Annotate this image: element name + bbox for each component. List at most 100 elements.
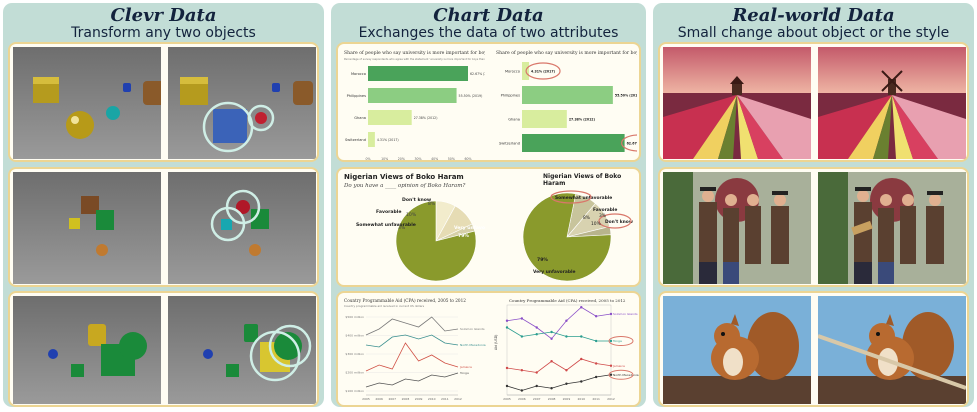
bar-value-label: 27.38% (2012): [569, 118, 596, 122]
y-axis-label: Aid (USD): [494, 335, 498, 350]
series-label: Solomon Islands: [613, 312, 638, 316]
pie-label-somewhat: Somewhat unfavorable: [356, 222, 416, 228]
series-line: [506, 306, 612, 340]
bar-axis-tick: 20%: [398, 157, 405, 160]
bar-value-label: 27.38% (2012): [414, 116, 438, 120]
clevr-panel-title: Clevr Data: [110, 5, 217, 26]
series-point: [550, 330, 553, 334]
bar-category-label: Ghana: [354, 116, 366, 120]
line-chart-original: Country Programmable Aid (CPA) received,…: [344, 298, 486, 401]
squirrel-edited-image: [818, 296, 966, 404]
x-tick-label: 2012: [607, 397, 615, 401]
realworld-panel-subtitle: Small change about object or the style: [677, 25, 950, 41]
clevr-example-card-1: [8, 42, 319, 162]
bar-chart-note: Percentage of survey respondents who agr…: [344, 57, 485, 61]
series-line: [506, 327, 611, 342]
bar: [368, 132, 375, 147]
bar-axis-tick: 0%: [365, 157, 370, 160]
x-tick-label: 2011: [592, 397, 600, 401]
series-point: [594, 362, 598, 365]
squirrel-original-image: [663, 296, 811, 404]
series-point: [535, 326, 538, 329]
x-tick-label: 2005: [503, 397, 511, 401]
pie-chart-edited: Somewhat unfavorable Favorable Don't know 8…: [522, 190, 633, 282]
series-point: [565, 382, 568, 385]
bar: [368, 66, 468, 81]
chart-panel-title: Chart Data: [433, 5, 544, 26]
series-point: [609, 373, 613, 376]
pie-value-label: 8%: [583, 215, 590, 221]
highlight-circle: [598, 213, 632, 229]
series-point: [580, 380, 583, 383]
x-tick-label: 2012: [454, 397, 462, 401]
bar-category-label: Morocco: [505, 70, 520, 74]
pie-slice: [395, 200, 477, 282]
tulip-field-edited-image: [818, 47, 966, 159]
x-tick-label: 2010: [428, 397, 436, 401]
clevr-example-card-2: [8, 167, 319, 287]
series-point: [609, 312, 613, 316]
series-label: Solomon Islands: [460, 327, 485, 331]
pie-slice: [522, 192, 612, 282]
clevr-edited-image-1: [168, 47, 316, 159]
x-tick-label: 2008: [548, 397, 556, 401]
clevr-edited-image-3: [168, 296, 316, 404]
y-tick-label: $500 million: [345, 315, 364, 319]
highlight-circle: [608, 369, 634, 380]
series-point: [565, 319, 568, 322]
bar: [368, 110, 412, 125]
series-line: [365, 372, 459, 388]
bar-value-label: 62.67% (2017): [627, 142, 637, 146]
series-point: [580, 335, 583, 338]
chart-panel: Chart Data Exchanges the data of two att…: [331, 3, 646, 407]
highlight-circle: [621, 134, 637, 152]
series-point: [520, 389, 524, 392]
series-point: [565, 369, 568, 372]
pie-label-very: Very unfavorable: [454, 225, 485, 231]
series-point: [594, 339, 598, 343]
pie-value-label: 10%: [591, 221, 601, 227]
pie-label-somewhat: Somewhat unfavorable: [555, 195, 612, 201]
realworld-example-card-2: [658, 167, 969, 287]
pie-value-label: 79%: [458, 233, 469, 239]
pie-value-label: 10%: [406, 212, 417, 218]
series-label: Jamaica: [612, 364, 625, 368]
bar: [522, 134, 625, 152]
highlight-circle: [550, 190, 592, 204]
bar-chart-title: Share of people who say university is mo…: [344, 50, 485, 56]
series-point: [520, 335, 524, 338]
series-line: [365, 342, 459, 372]
tulip-field-original-image: [663, 47, 811, 159]
plot-frame: [506, 304, 612, 396]
series-point: [594, 375, 598, 379]
pie-value-label: 3%: [398, 225, 406, 231]
bar-chart-title: Share of people who say university is mo…: [496, 50, 637, 56]
series-point: [505, 366, 509, 370]
y-tick-label: $300 million: [345, 352, 364, 356]
x-tick-label: 2009: [415, 397, 423, 401]
bar-value-label: 4.31% (2017): [377, 138, 399, 142]
line-chart-card: Country Programmable Aid (CPA) received,…: [336, 291, 641, 407]
series-label: North Macedonia: [613, 373, 639, 377]
highlight-circle: [525, 62, 561, 80]
bar-category-label: Ghana: [508, 118, 520, 122]
pie-label-dont-know: Don't know: [605, 219, 633, 225]
pie-label-very: Very unfavorable: [533, 269, 575, 275]
pie-value-label: 3%: [599, 213, 606, 219]
bar-value-label: 55.50% (2019): [615, 94, 637, 98]
clevr-panel: Clevr Data Transform any two objects: [3, 3, 324, 407]
bar-axis-tick: 50%: [448, 157, 455, 160]
chart-panel-subtitle: Exchanges the data of two attributes: [358, 25, 619, 41]
bar-category-label: Switzerland: [499, 142, 520, 146]
bar-category-label: Philippines: [501, 94, 520, 98]
line-chart-note: Country programmable aid received in cur…: [344, 304, 425, 308]
series-line: [506, 374, 612, 391]
bar: [368, 88, 457, 103]
pie-value-label: 8%: [428, 201, 436, 207]
bar-axis-tick: 40%: [431, 157, 438, 160]
series-point: [580, 357, 583, 361]
series-point: [520, 317, 524, 320]
series-point: [550, 360, 553, 363]
bar-axis-tick: 60%: [464, 157, 471, 160]
bar-category-label: Philippines: [347, 94, 366, 98]
